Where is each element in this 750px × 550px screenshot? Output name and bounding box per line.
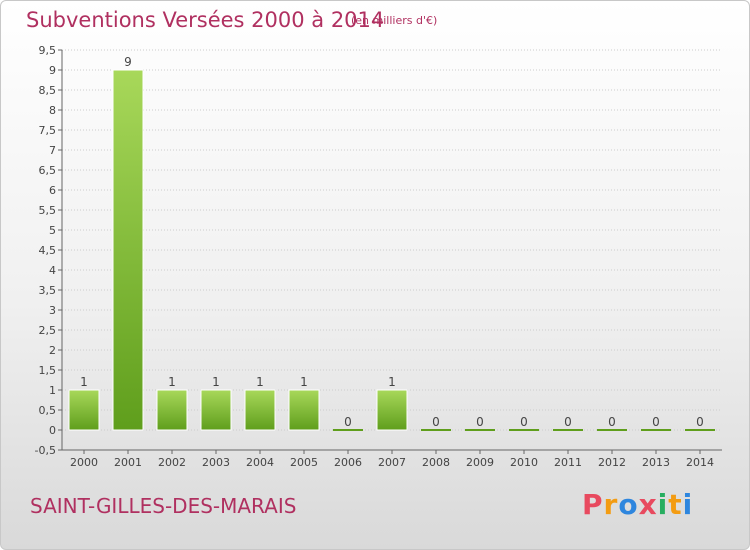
logo-letter: P: [582, 488, 604, 521]
y-tick-label: 0: [49, 424, 56, 437]
value-label-2001: 9: [124, 55, 132, 69]
commune-name: SAINT-GILLES-DES-MARAIS: [30, 494, 297, 518]
bar-2000: [68, 389, 100, 431]
y-tick-label: 9: [49, 64, 56, 77]
x-tick-label-2013: 2013: [642, 456, 670, 469]
value-label-2008: 0: [432, 415, 440, 429]
bar-2006: [333, 429, 363, 431]
x-tick-label-2008: 2008: [422, 456, 450, 469]
value-label-2009: 0: [476, 415, 484, 429]
value-label-2012: 0: [608, 415, 616, 429]
x-tick-label-2011: 2011: [554, 456, 582, 469]
proxiti-logo: Proxiti: [582, 488, 693, 521]
y-tick-label: 6: [49, 184, 56, 197]
y-tick-label: 7,5: [39, 124, 57, 137]
value-label-2005: 1: [300, 375, 308, 389]
bar-2002: [156, 389, 188, 431]
y-tick-label: 8: [49, 104, 56, 117]
value-label-2014: 0: [696, 415, 704, 429]
bar-2012: [597, 429, 627, 431]
y-tick-label: 2: [49, 344, 56, 357]
x-tick-label-2012: 2012: [598, 456, 626, 469]
x-tick-label-2003: 2003: [202, 456, 230, 469]
logo-letter: i: [657, 488, 669, 521]
logo-letter: t: [668, 488, 683, 521]
bar-2001: [112, 69, 144, 431]
x-tick-label-2001: 2001: [114, 456, 142, 469]
x-tick-label-2005: 2005: [290, 456, 318, 469]
x-tick-label-2002: 2002: [158, 456, 186, 469]
value-label-2011: 0: [564, 415, 572, 429]
y-tick-label: 3,5: [39, 284, 57, 297]
x-tick-label-2010: 2010: [510, 456, 538, 469]
x-tick-label-2014: 2014: [686, 456, 714, 469]
bar-2010: [509, 429, 539, 431]
bar-2013: [641, 429, 671, 431]
y-tick-label: 2,5: [39, 324, 57, 337]
bar-2008: [421, 429, 451, 431]
y-tick-label: 0,5: [39, 404, 57, 417]
y-tick-label: 5: [49, 224, 56, 237]
chart-title: Subventions Versées 2000 à 2014: [26, 8, 385, 32]
y-tick-label: 9,5: [39, 44, 57, 57]
x-tick-label-2009: 2009: [466, 456, 494, 469]
y-tick-label: 4: [49, 264, 56, 277]
value-label-2007: 1: [388, 375, 396, 389]
value-label-2000: 1: [80, 375, 88, 389]
bar-2005: [288, 389, 320, 431]
bar-2014: [685, 429, 715, 431]
y-tick-label: 7: [49, 144, 56, 157]
value-label-2002: 1: [168, 375, 176, 389]
y-tick-label: 1,5: [39, 364, 57, 377]
x-tick-label-2007: 2007: [378, 456, 406, 469]
y-tick-label: 5,5: [39, 204, 57, 217]
y-tick-label: 6,5: [39, 164, 57, 177]
x-tick-label-2004: 2004: [246, 456, 274, 469]
y-tick-label: 1: [49, 384, 56, 397]
y-tick-label: -0,5: [35, 444, 56, 457]
logo-letter: x: [638, 488, 658, 521]
unit-label: (en milliers d'€): [351, 14, 438, 27]
x-tick-label-2000: 2000: [70, 456, 98, 469]
y-tick-label: 3: [49, 304, 56, 317]
logo-letter: o: [618, 488, 639, 521]
value-label-2013: 0: [652, 415, 660, 429]
value-label-2010: 0: [520, 415, 528, 429]
y-tick-label: 8,5: [39, 84, 57, 97]
logo-letter: i: [682, 488, 694, 521]
value-label-2006: 0: [344, 415, 352, 429]
bar-2007: [376, 389, 408, 431]
x-tick-label-2006: 2006: [334, 456, 362, 469]
value-label-2003: 1: [212, 375, 220, 389]
bar-2004: [244, 389, 276, 431]
bar-2009: [465, 429, 495, 431]
bar-2003: [200, 389, 232, 431]
bar-2011: [553, 429, 583, 431]
value-label-2004: 1: [256, 375, 264, 389]
y-tick-label: 4,5: [39, 244, 57, 257]
logo-letter: r: [603, 488, 619, 521]
